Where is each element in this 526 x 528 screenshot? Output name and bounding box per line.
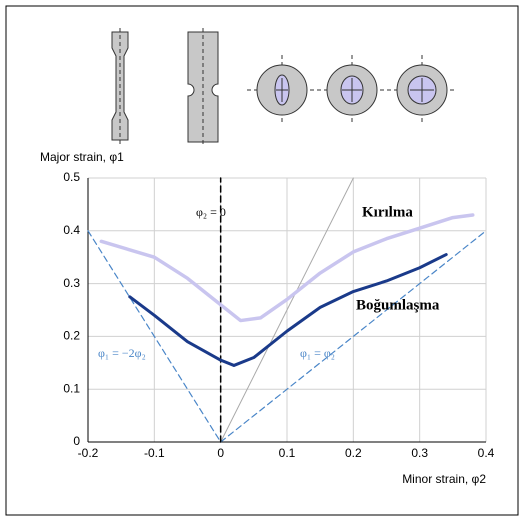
series-line: [99, 213, 475, 323]
y-tick-label: 0.4: [63, 223, 80, 237]
series-label: φ₁ = −2φ₂: [98, 346, 146, 360]
x-tick-label: 0.2: [345, 446, 362, 460]
x-tick-label: 0: [217, 446, 224, 460]
series-line: [220, 177, 354, 443]
x-tick-label: -0.2: [78, 446, 99, 460]
x-tick-label: 0.4: [478, 446, 495, 460]
series-label: φ₁ = φ₂: [300, 346, 335, 360]
y-tick-label: 0: [73, 434, 80, 448]
y-tick-label: 0.1: [63, 381, 80, 395]
specimen-icons: [111, 28, 457, 146]
y-tick-label: 0.5: [63, 170, 80, 184]
y-tick-label: 0.3: [63, 276, 80, 290]
y-axis-label: Major strain, φ1: [40, 150, 124, 164]
x-tick-label: 0.3: [411, 446, 428, 460]
series-line: [87, 230, 222, 443]
series-label: Kırılma: [362, 204, 413, 220]
x-tick-label: -0.1: [144, 446, 165, 460]
series-label: Boğumlaşma: [356, 297, 440, 313]
x-tick-label: 0.1: [279, 446, 296, 460]
series-label: φ₂ = 0: [196, 205, 226, 219]
y-tick-label: 0.2: [63, 329, 80, 343]
series-line: [220, 230, 487, 443]
x-axis-label: Minor strain, φ2: [402, 472, 486, 486]
series-line: [128, 253, 448, 367]
